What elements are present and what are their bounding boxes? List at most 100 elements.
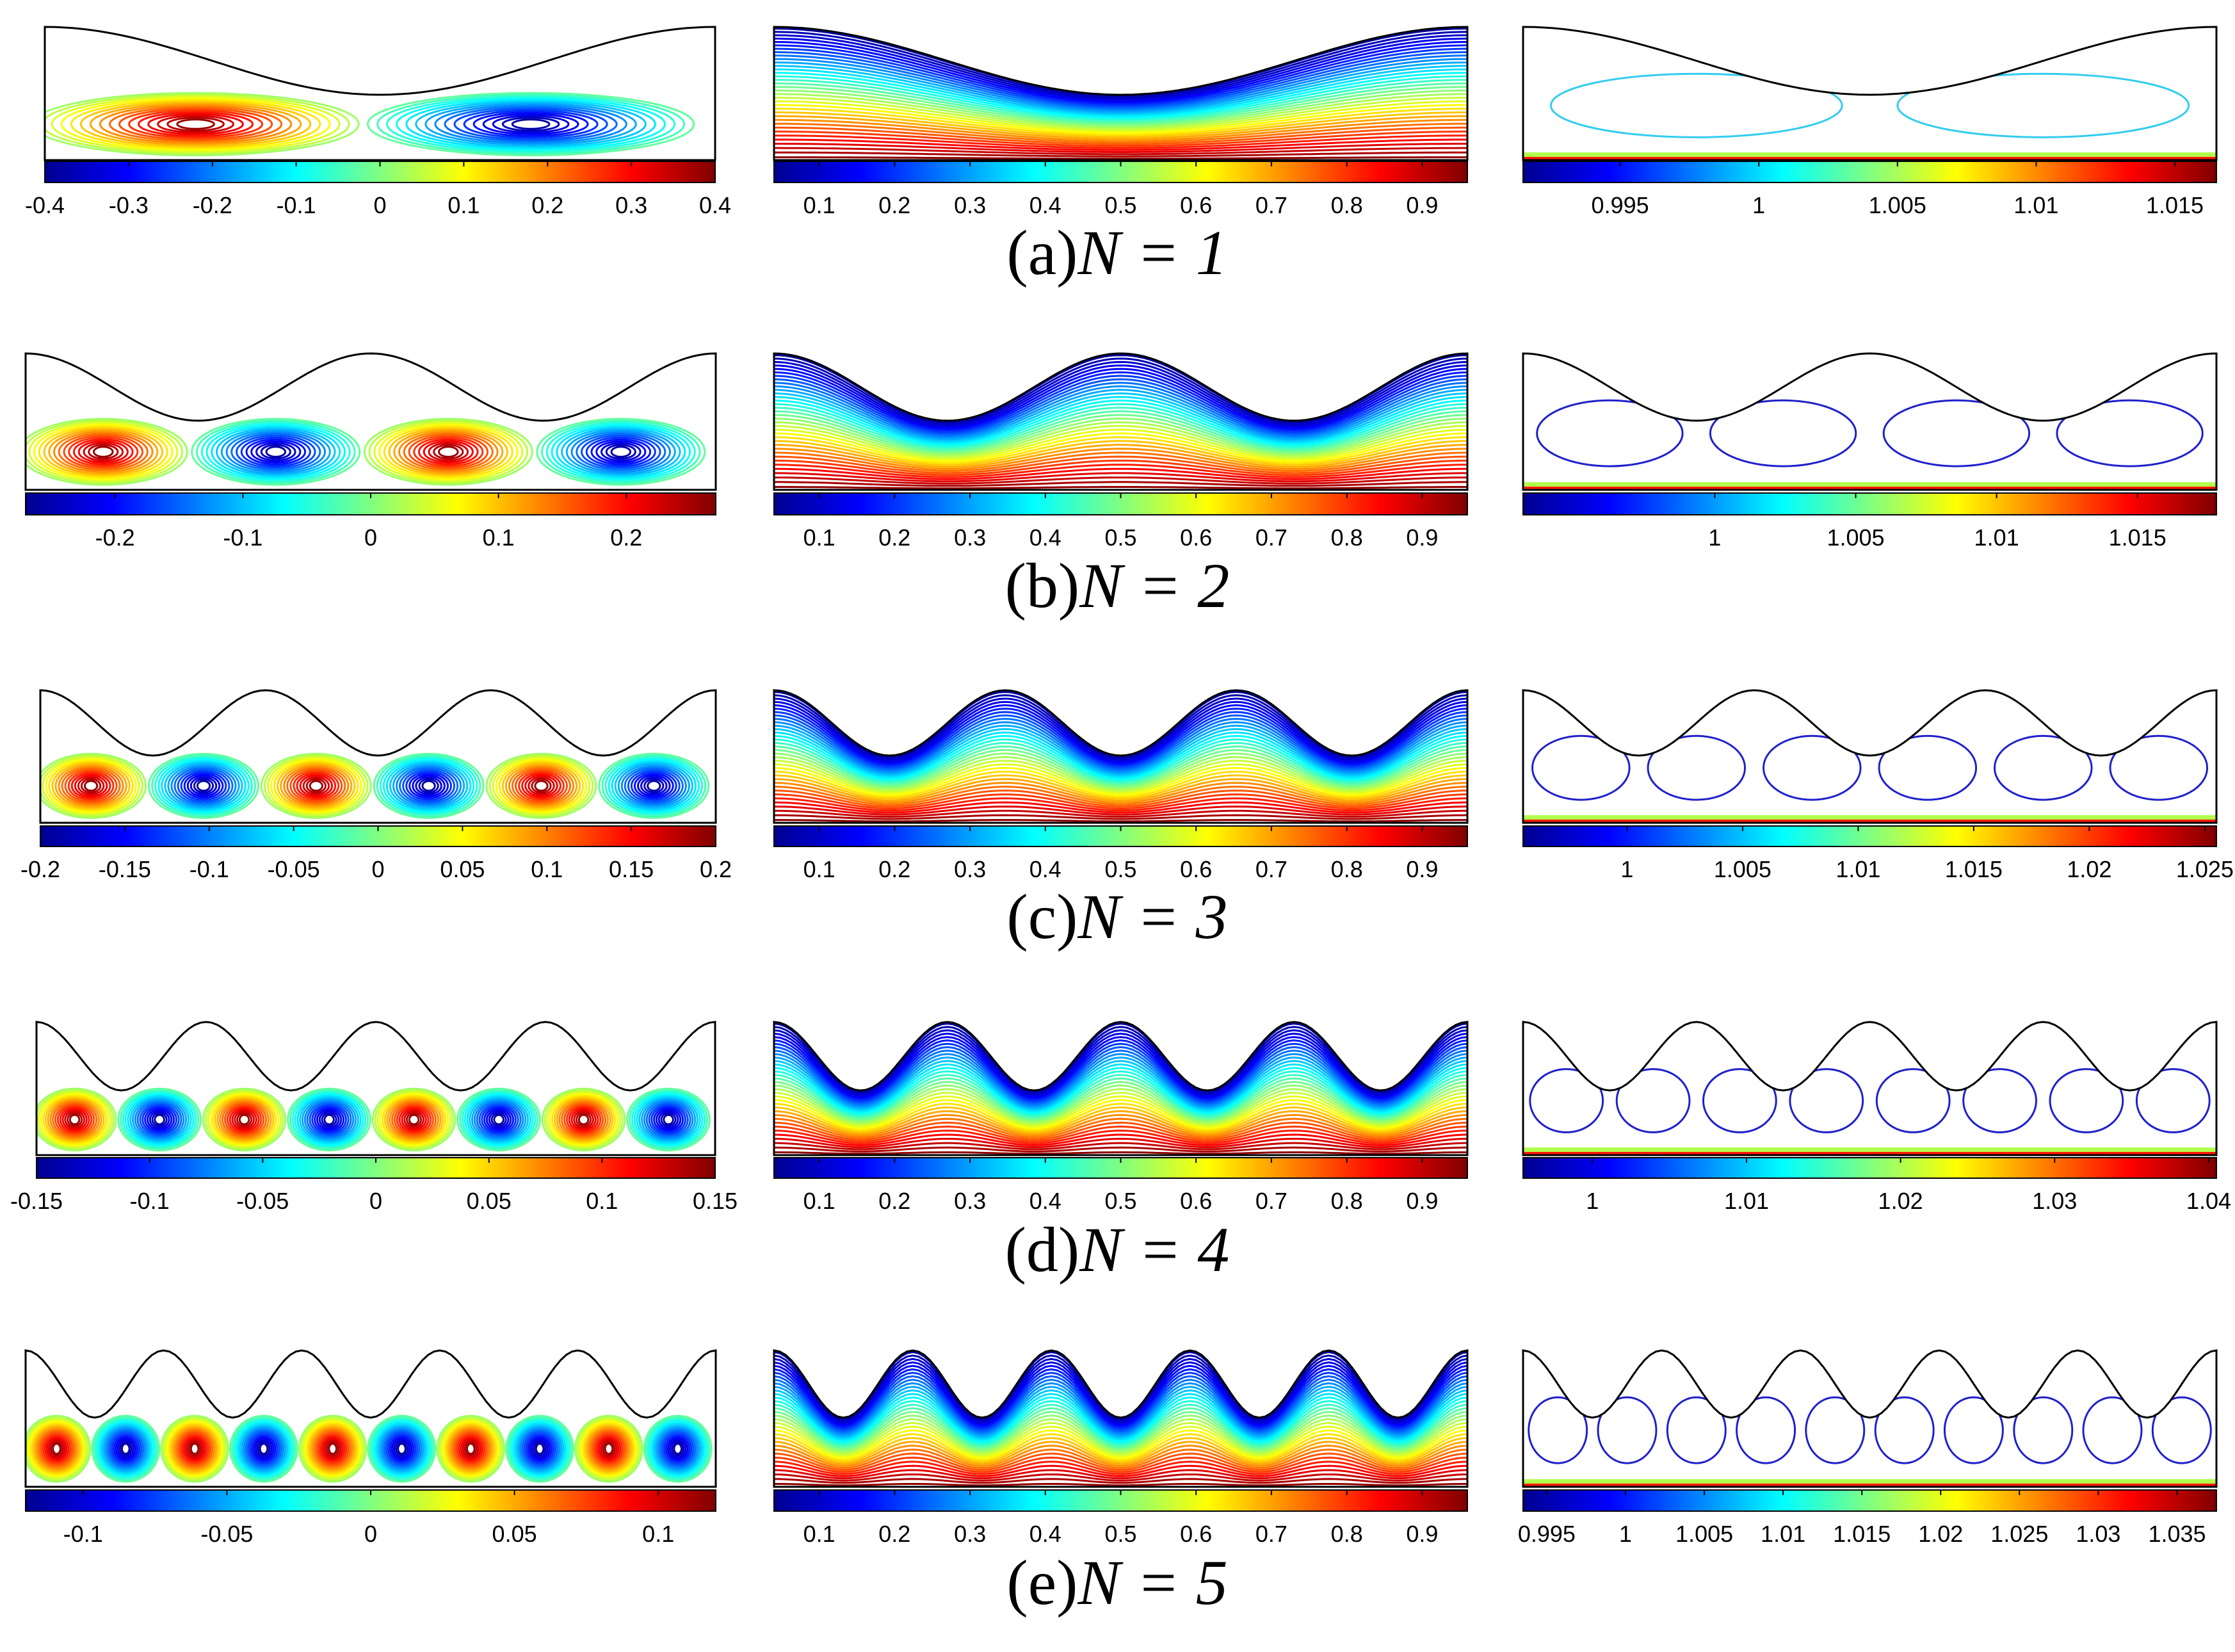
colorbar-tick-label: 1.015 (2109, 524, 2166, 551)
domain-outline (773, 352, 1469, 491)
colorbar-tick-label: 0.1 (803, 1521, 835, 1547)
colorbar-tick-label: 1 (1619, 1521, 1632, 1547)
entropy-panel: 1 1.005 1.01 1.015 (1522, 352, 2218, 551)
colorbar-tick-label: -0.1 (277, 192, 316, 218)
colorbar-tick-label: 0.7 (1255, 524, 1287, 551)
domain-outline (39, 689, 717, 824)
domain-outline (35, 1021, 716, 1156)
entropy-contours (1523, 734, 2216, 823)
colorbar-tick-label: 1.01 (1761, 1521, 1805, 1547)
colorbar-tick-label: 0.8 (1331, 524, 1363, 551)
colorbar (1522, 1157, 2217, 1179)
temperature-panel: 0.1 0.2 0.3 0.4 0.5 0.6 0.7 0.8 0.9 (773, 1021, 1469, 1214)
colorbar-tick-label: 0.6 (1180, 524, 1212, 551)
domain-outline (1522, 1349, 2218, 1488)
colorbar-tick-label: 1.015 (2146, 192, 2204, 218)
colorbar-tick-label: -0.15 (99, 856, 151, 882)
colorbar-tick-label: 1.02 (1918, 1521, 1963, 1547)
subfigure-caption: (d)N = 4 (1005, 1214, 1230, 1285)
colorbar-tick-label: 0.1 (531, 856, 563, 882)
colorbar-tick-label: 0.995 (1518, 1521, 1576, 1547)
colorbar-tick-label: 0.6 (1180, 192, 1212, 218)
domain-outline (24, 1349, 717, 1488)
entropy-panel: 1 1.005 1.01 1.015 1.02 1.025 (1522, 689, 2234, 882)
temperature-contours (774, 28, 1467, 160)
colorbar-tick-label: 0.2 (878, 524, 910, 551)
colorbar-tick-label: 0.9 (1406, 192, 1438, 218)
colorbar (1522, 1489, 2217, 1512)
colorbar-tick-label: 0.1 (586, 1188, 618, 1214)
colorbar-tick-label: 0.05 (467, 1188, 512, 1214)
temperature-contours (774, 1351, 1467, 1487)
colorbar-tick-label: 0 (364, 524, 377, 551)
colorbar-tick-label: 1.025 (2176, 856, 2234, 882)
colorbar-tick-label: 0.3 (954, 192, 986, 218)
caption-math: N = 5 (1077, 1547, 1227, 1618)
streamfunction-panel: -0.1 -0.05 0 0.05 0.1 (24, 1349, 717, 1547)
colorbar (44, 161, 716, 183)
colorbar-tick-label: 0.5 (1104, 1188, 1136, 1214)
colorbar-tick-label: 0.2 (878, 1188, 910, 1214)
colorbar-tick-label: -0.1 (190, 856, 229, 882)
colorbar-tick-label: 0.2 (531, 192, 563, 218)
colorbar-tick-label: 0.7 (1255, 192, 1287, 218)
colorbar-tick-label: 0.9 (1406, 1188, 1438, 1214)
figure-row-e: -0.1 -0.05 0 0.05 0.1 0.1 0.2 0.3 0.4 0.5 0.6 0.7 0.… (24, 1349, 2218, 1618)
colorbar-tick-label: 1.01 (1836, 856, 1880, 882)
colorbar-tick-label: 1.04 (2186, 1188, 2231, 1214)
colorbar-tick-label: 0.4 (1029, 856, 1061, 882)
domain-outline (773, 1349, 1469, 1488)
streamfunction-panel: -0.2 -0.1 0 0.1 0.2 (24, 352, 717, 551)
domain-outline (1522, 1021, 2218, 1156)
colorbar-tick-label: 0.3 (954, 524, 986, 551)
caption-math: N = 2 (1079, 550, 1229, 621)
colorbar-tick-label: 0.7 (1255, 856, 1287, 882)
domain-outline (24, 352, 717, 491)
colorbar-tick-label: -0.15 (10, 1188, 63, 1214)
colorbar-tick-label: 0.3 (954, 1521, 986, 1547)
colorbar-tick-label: -0.4 (25, 192, 65, 218)
temperature-contours (774, 691, 1467, 823)
colorbar-tick-label: 0.9 (1406, 524, 1438, 551)
entropy-contours (1523, 1396, 2216, 1487)
caption-label: (d) (1005, 1214, 1080, 1285)
colorbar-tick-label: 1.015 (1945, 856, 2003, 882)
domain-outline (773, 689, 1469, 824)
colorbar-tick-label: 0.6 (1180, 1521, 1212, 1547)
colorbar-tick-label: 0 (371, 856, 384, 882)
domain-outline (773, 1021, 1469, 1156)
entropy-contours (1523, 1068, 2216, 1155)
colorbar-tick-label: 0.1 (642, 1521, 674, 1547)
figure-row-b: -0.2 -0.1 0 0.1 0.2 0.1 0.2 0.3 0.4 0.5 0.6 0.7 0.8 0… (24, 352, 2218, 621)
colorbar-tick-label: 0.3 (615, 192, 647, 218)
figure-row-d: -0.15 -0.1 -0.05 0 0.05 0.1 0.15 0.1 0.2 0.3 0.4 0.… (10, 1021, 2231, 1285)
subfigure-caption: (e)N = 5 (1006, 1547, 1227, 1618)
colorbar-tick-label: 1.025 (1990, 1521, 2048, 1547)
colorbar-tick-label: 0.15 (609, 856, 654, 882)
colorbar-tick-label: -0.1 (130, 1188, 170, 1214)
domain-outline (773, 26, 1469, 161)
colorbar-tick-label: 0.2 (878, 856, 910, 882)
colorbar-tick-label: 1.03 (2076, 1521, 2120, 1547)
colorbar-tick-label: 1.005 (1869, 192, 1926, 218)
colorbar-tick-label: 1.005 (1714, 856, 1771, 882)
colorbar (1522, 492, 2217, 515)
colorbar-tick-label: 0.4 (1029, 1521, 1061, 1547)
colorbar-tick-label: -0.2 (95, 524, 135, 551)
caption-label: (b) (1005, 550, 1080, 621)
temperature-panel: 0.1 0.2 0.3 0.4 0.5 0.6 0.7 0.8 0.9 (773, 352, 1469, 551)
colorbar-tick-label: 0.15 (693, 1188, 738, 1214)
colorbar (1522, 161, 2217, 183)
temperature-contours (774, 354, 1467, 490)
colorbar-tick-label: 1.02 (2067, 856, 2111, 882)
temperature-panel: 0.1 0.2 0.3 0.4 0.5 0.6 0.7 0.8 0.9 (773, 26, 1469, 218)
streamfunction-contours (26, 417, 706, 486)
streamfunction-panel: -0.2 -0.15 -0.1 -0.05 0 0.05 0.1 0.15 0.2 (20, 689, 732, 882)
colorbar-tick-label: 0.2 (610, 524, 642, 551)
colorbar-tick-label: 0.5 (1104, 524, 1136, 551)
streamfunction-contours (36, 1087, 711, 1152)
colorbar-tick-label: 1 (1620, 856, 1633, 882)
colorbar-tick-label: 0.4 (1029, 1188, 1061, 1214)
colorbar-tick-label: 1.03 (2032, 1188, 2077, 1214)
subfigure-caption: (a)N = 1 (1006, 217, 1227, 288)
